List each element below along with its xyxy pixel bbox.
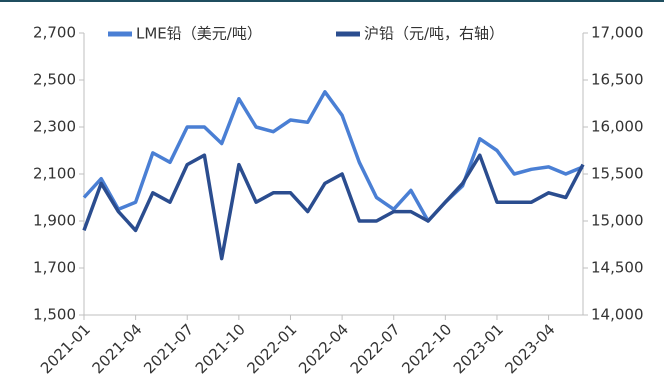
top-border — [0, 0, 664, 2]
x-tick-label: 2021-04 — [89, 320, 146, 377]
x-tick-label: 2021-10 — [192, 320, 249, 377]
series-line — [82, 153, 585, 261]
series-line — [82, 90, 584, 223]
y2-tick-label: 14,500 — [591, 259, 644, 277]
x-tick-label: 2022-07 — [347, 320, 404, 377]
y-tick-label: 2,700 — [33, 24, 76, 42]
y2-tick-label: 16,500 — [591, 71, 644, 89]
x-tick-label: 2022-04 — [295, 320, 352, 377]
y2-tick-label: 17,000 — [591, 24, 644, 42]
legend-background — [332, 22, 572, 46]
y-tick-label: 1,500 — [33, 306, 76, 324]
y2-tick-label: 15,000 — [591, 212, 644, 230]
legend-label: LME铅（美元/吨） — [136, 25, 262, 43]
legend-label: 沪铅（元/吨，右轴） — [364, 25, 504, 43]
y-tick-label: 2,500 — [33, 71, 76, 89]
y-tick-label: 2,100 — [33, 165, 76, 183]
legend-background — [104, 22, 314, 46]
x-tick-label: 2022-01 — [243, 320, 300, 377]
x-tick-label: 2022-10 — [398, 320, 455, 377]
x-tick-label: 2023-01 — [450, 320, 507, 377]
y2-tick-label: 14,000 — [591, 306, 644, 324]
y-tick-label: 2,300 — [33, 118, 76, 136]
x-tick-label: 2023-04 — [502, 320, 559, 377]
x-tick-label: 2021-01 — [37, 320, 94, 377]
y2-tick-label: 15,500 — [591, 165, 644, 183]
y-tick-label: 1,900 — [33, 212, 76, 230]
y-tick-label: 1,700 — [33, 259, 76, 277]
y2-tick-label: 16,000 — [591, 118, 644, 136]
x-tick-label: 2021-07 — [140, 320, 197, 377]
